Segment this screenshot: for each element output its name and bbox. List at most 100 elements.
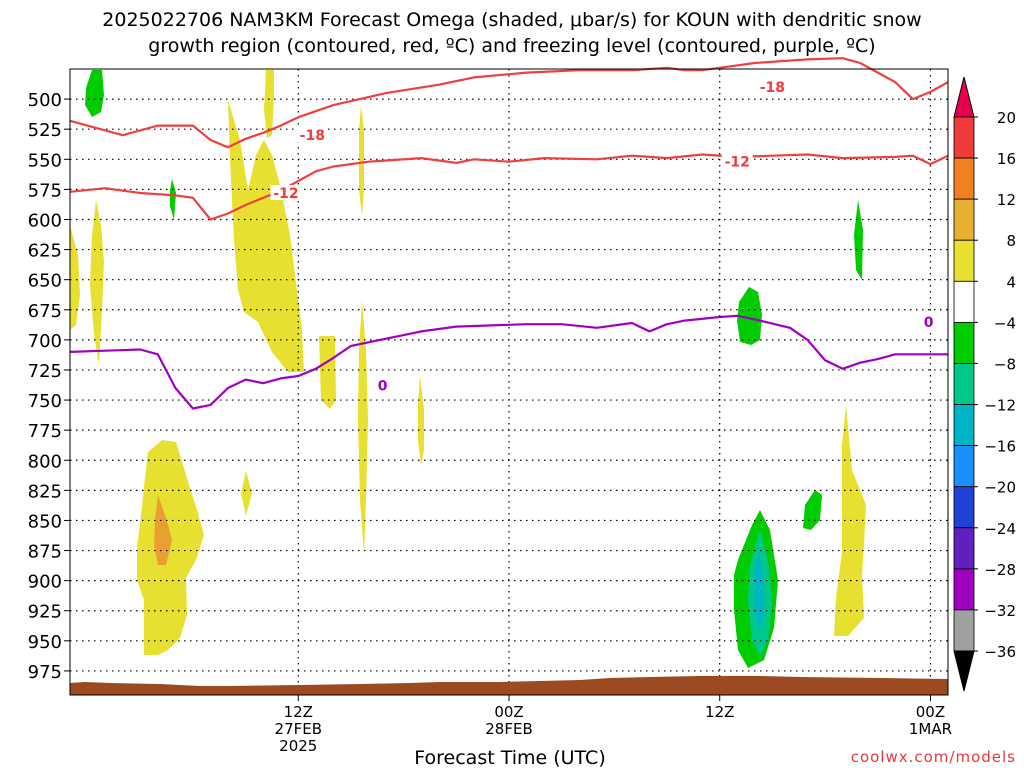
- credit-text: coolwx.com/models: [851, 748, 1016, 766]
- grid-lines: [70, 69, 948, 695]
- omega-negative-region: [854, 200, 863, 280]
- y-tick-label: 625: [28, 241, 62, 262]
- omega-negative-region: [803, 490, 822, 530]
- contour-label: 0: [378, 379, 388, 395]
- temperature-contours: [69, 57, 949, 410]
- x-tick-date-label: 1MAR: [909, 720, 952, 738]
- omega-positive-region: [70, 225, 80, 330]
- y-tick-label: 550: [28, 150, 62, 171]
- colorbar-swatch: [953, 157, 975, 200]
- colorbar-swatch: [953, 280, 975, 323]
- colorbar-label: −20: [984, 479, 1016, 497]
- colorbar-label: −32: [984, 602, 1016, 620]
- omega-positive-region: [137, 440, 204, 655]
- y-tick-label: 525: [28, 120, 62, 141]
- colorbar-swatch: [953, 239, 975, 282]
- omega-positive-region: [319, 336, 336, 409]
- y-tick-label: 725: [28, 361, 62, 382]
- y-axis-pressure: 500 525 550 575 600 625 650 675 700 725 750 775 800 8…: [28, 90, 70, 683]
- y-tick-label: 850: [28, 511, 62, 532]
- ground-surface: [70, 676, 948, 695]
- colorbar-bottom-arrow: [953, 650, 975, 692]
- omega-positive-region: [264, 70, 274, 138]
- x-axis-label: Forecast Time (UTC): [414, 747, 605, 768]
- colorbar-label: −28: [984, 561, 1016, 579]
- contour-label: 0: [924, 315, 934, 331]
- y-tick-label: 600: [28, 210, 62, 231]
- y-tick-label: 925: [28, 602, 62, 623]
- colorbar-label: −16: [984, 438, 1016, 456]
- omega-positive-region: [154, 495, 172, 565]
- y-tick-label: 825: [28, 481, 62, 502]
- y-tick-label: 500: [28, 90, 62, 111]
- x-tick-date-label: 27FEB: [275, 720, 322, 738]
- omega-negative-region: [754, 550, 764, 632]
- colorbar-label: −4: [994, 314, 1016, 332]
- colorbar-swatch: [953, 568, 975, 611]
- y-tick-label: 575: [28, 180, 62, 201]
- y-tick-label: 750: [28, 391, 62, 412]
- omega-positive-region: [90, 200, 104, 365]
- omega-negative-region: [170, 179, 176, 220]
- y-tick-label: 900: [28, 572, 62, 593]
- omega-positive-region: [359, 105, 364, 216]
- colorbar-legend: 20 16 12 8 4 −4 −8 −12 −16 −20 −24 −28 −32 −36: [953, 76, 1016, 692]
- omega-positive-region: [228, 100, 304, 372]
- x-tick-year-label: 2025: [279, 737, 317, 755]
- y-tick-label: 650: [28, 271, 62, 292]
- colorbar-swatch: [953, 116, 975, 159]
- omega-negative-region: [737, 287, 762, 345]
- chart-title-line2: growth region (contoured, red, ºC) and f…: [148, 35, 875, 57]
- colorbar-label: −12: [984, 397, 1016, 415]
- x-tick-label: 12Z: [705, 703, 734, 721]
- y-tick-label: 950: [28, 632, 62, 653]
- contour-label: -18: [300, 128, 325, 144]
- omega-negative-region: [85, 70, 104, 117]
- contour-line: [69, 57, 949, 149]
- y-tick-label: 975: [28, 662, 62, 683]
- x-tick-label: 00Z: [494, 703, 523, 721]
- x-tick-label: 12Z: [284, 703, 313, 721]
- colorbar-label: −36: [984, 643, 1016, 661]
- y-tick-label: 775: [28, 421, 62, 442]
- colorbar-swatch: [953, 404, 975, 447]
- contour-label-bg: [376, 377, 390, 393]
- contour-label: -12: [725, 155, 750, 171]
- x-tick-date-label: 28FEB: [485, 720, 532, 738]
- colorbar-swatch: [953, 486, 975, 529]
- contour-label: -18: [760, 80, 785, 96]
- contour-label-bg: [270, 184, 302, 200]
- omega-positive-region: [358, 300, 368, 555]
- contour-line: [69, 314, 948, 410]
- contour-label: -12: [273, 186, 298, 202]
- contour-label-bg: [922, 313, 936, 329]
- colorbar-swatch: [953, 609, 975, 652]
- contour-label-bg: [296, 127, 328, 143]
- x-tick-label: 00Z: [916, 703, 945, 721]
- contour-label-bg: [756, 79, 788, 95]
- y-tick-label: 800: [28, 451, 62, 472]
- chart-title-line1: 2025022706 NAM3KM Forecast Omega (shaded…: [102, 9, 921, 31]
- colorbar-swatch: [953, 321, 975, 364]
- colorbar-label: 4: [1006, 273, 1016, 291]
- y-tick-label: 700: [28, 331, 62, 352]
- colorbar-swatch: [953, 527, 975, 570]
- colorbar-label: 12: [997, 191, 1016, 209]
- colorbar-label: −24: [984, 520, 1016, 538]
- colorbar-swatch: [953, 363, 975, 405]
- omega-positive-region: [418, 375, 424, 466]
- colorbar-top-arrow: [953, 76, 975, 118]
- contour-line: [69, 153, 949, 221]
- colorbar-swatch: [953, 198, 975, 241]
- colorbar-label: 8: [1006, 232, 1016, 250]
- omega-positive-region: [241, 471, 252, 516]
- colorbar-label: 16: [997, 150, 1016, 168]
- colorbar-swatch: [953, 445, 975, 488]
- colorbar-label: −8: [994, 355, 1016, 373]
- y-tick-label: 875: [28, 542, 62, 563]
- contour-label-bg: [721, 153, 753, 169]
- y-tick-label: 675: [28, 301, 62, 322]
